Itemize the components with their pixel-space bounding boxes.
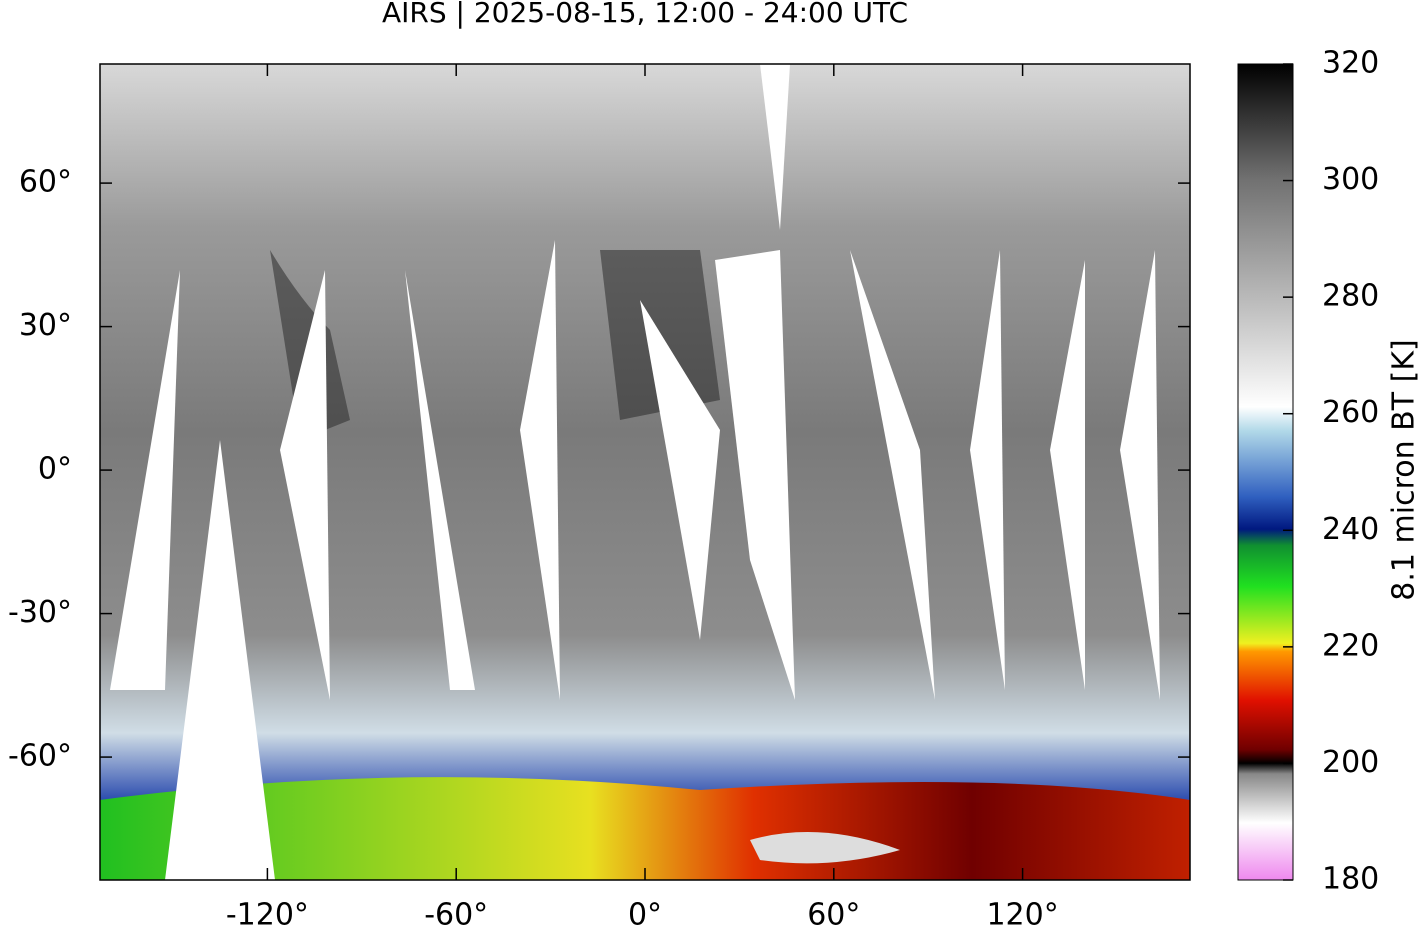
colorbar-tick-label: 180 [1322, 862, 1379, 897]
x-tick-label: 60° [807, 898, 860, 930]
y-tick-label: 60° [19, 165, 72, 200]
y-tick-label: -30° [8, 595, 72, 630]
colorbar-tick-label: 200 [1322, 745, 1379, 780]
colorbar-tick-label: 300 [1322, 162, 1379, 197]
y-tick-label: 0° [38, 452, 72, 487]
x-tick-label: 120° [986, 898, 1058, 930]
colorbar-tick-label: 260 [1322, 395, 1379, 430]
y-tick-label: 30° [19, 308, 72, 343]
colorbar [1237, 63, 1294, 881]
map-title: AIRS | 2025-08-15, 12:00 - 24:00 UTC [382, 0, 908, 29]
map-image [100, 64, 1190, 880]
x-tick-label: 0° [628, 898, 662, 930]
y-tick-label: -60° [8, 739, 72, 774]
x-tick-label: -120° [226, 898, 309, 930]
colorbar-tick-label: 220 [1322, 628, 1379, 663]
colorbar-tick-label: 240 [1322, 512, 1379, 547]
colorbar-label: 8.1 micron BT [K] [1387, 339, 1421, 600]
colorbar-tick-label: 280 [1322, 279, 1379, 314]
colorbar-tick-label: 320 [1322, 46, 1379, 81]
x-tick-label: -60° [424, 898, 488, 930]
